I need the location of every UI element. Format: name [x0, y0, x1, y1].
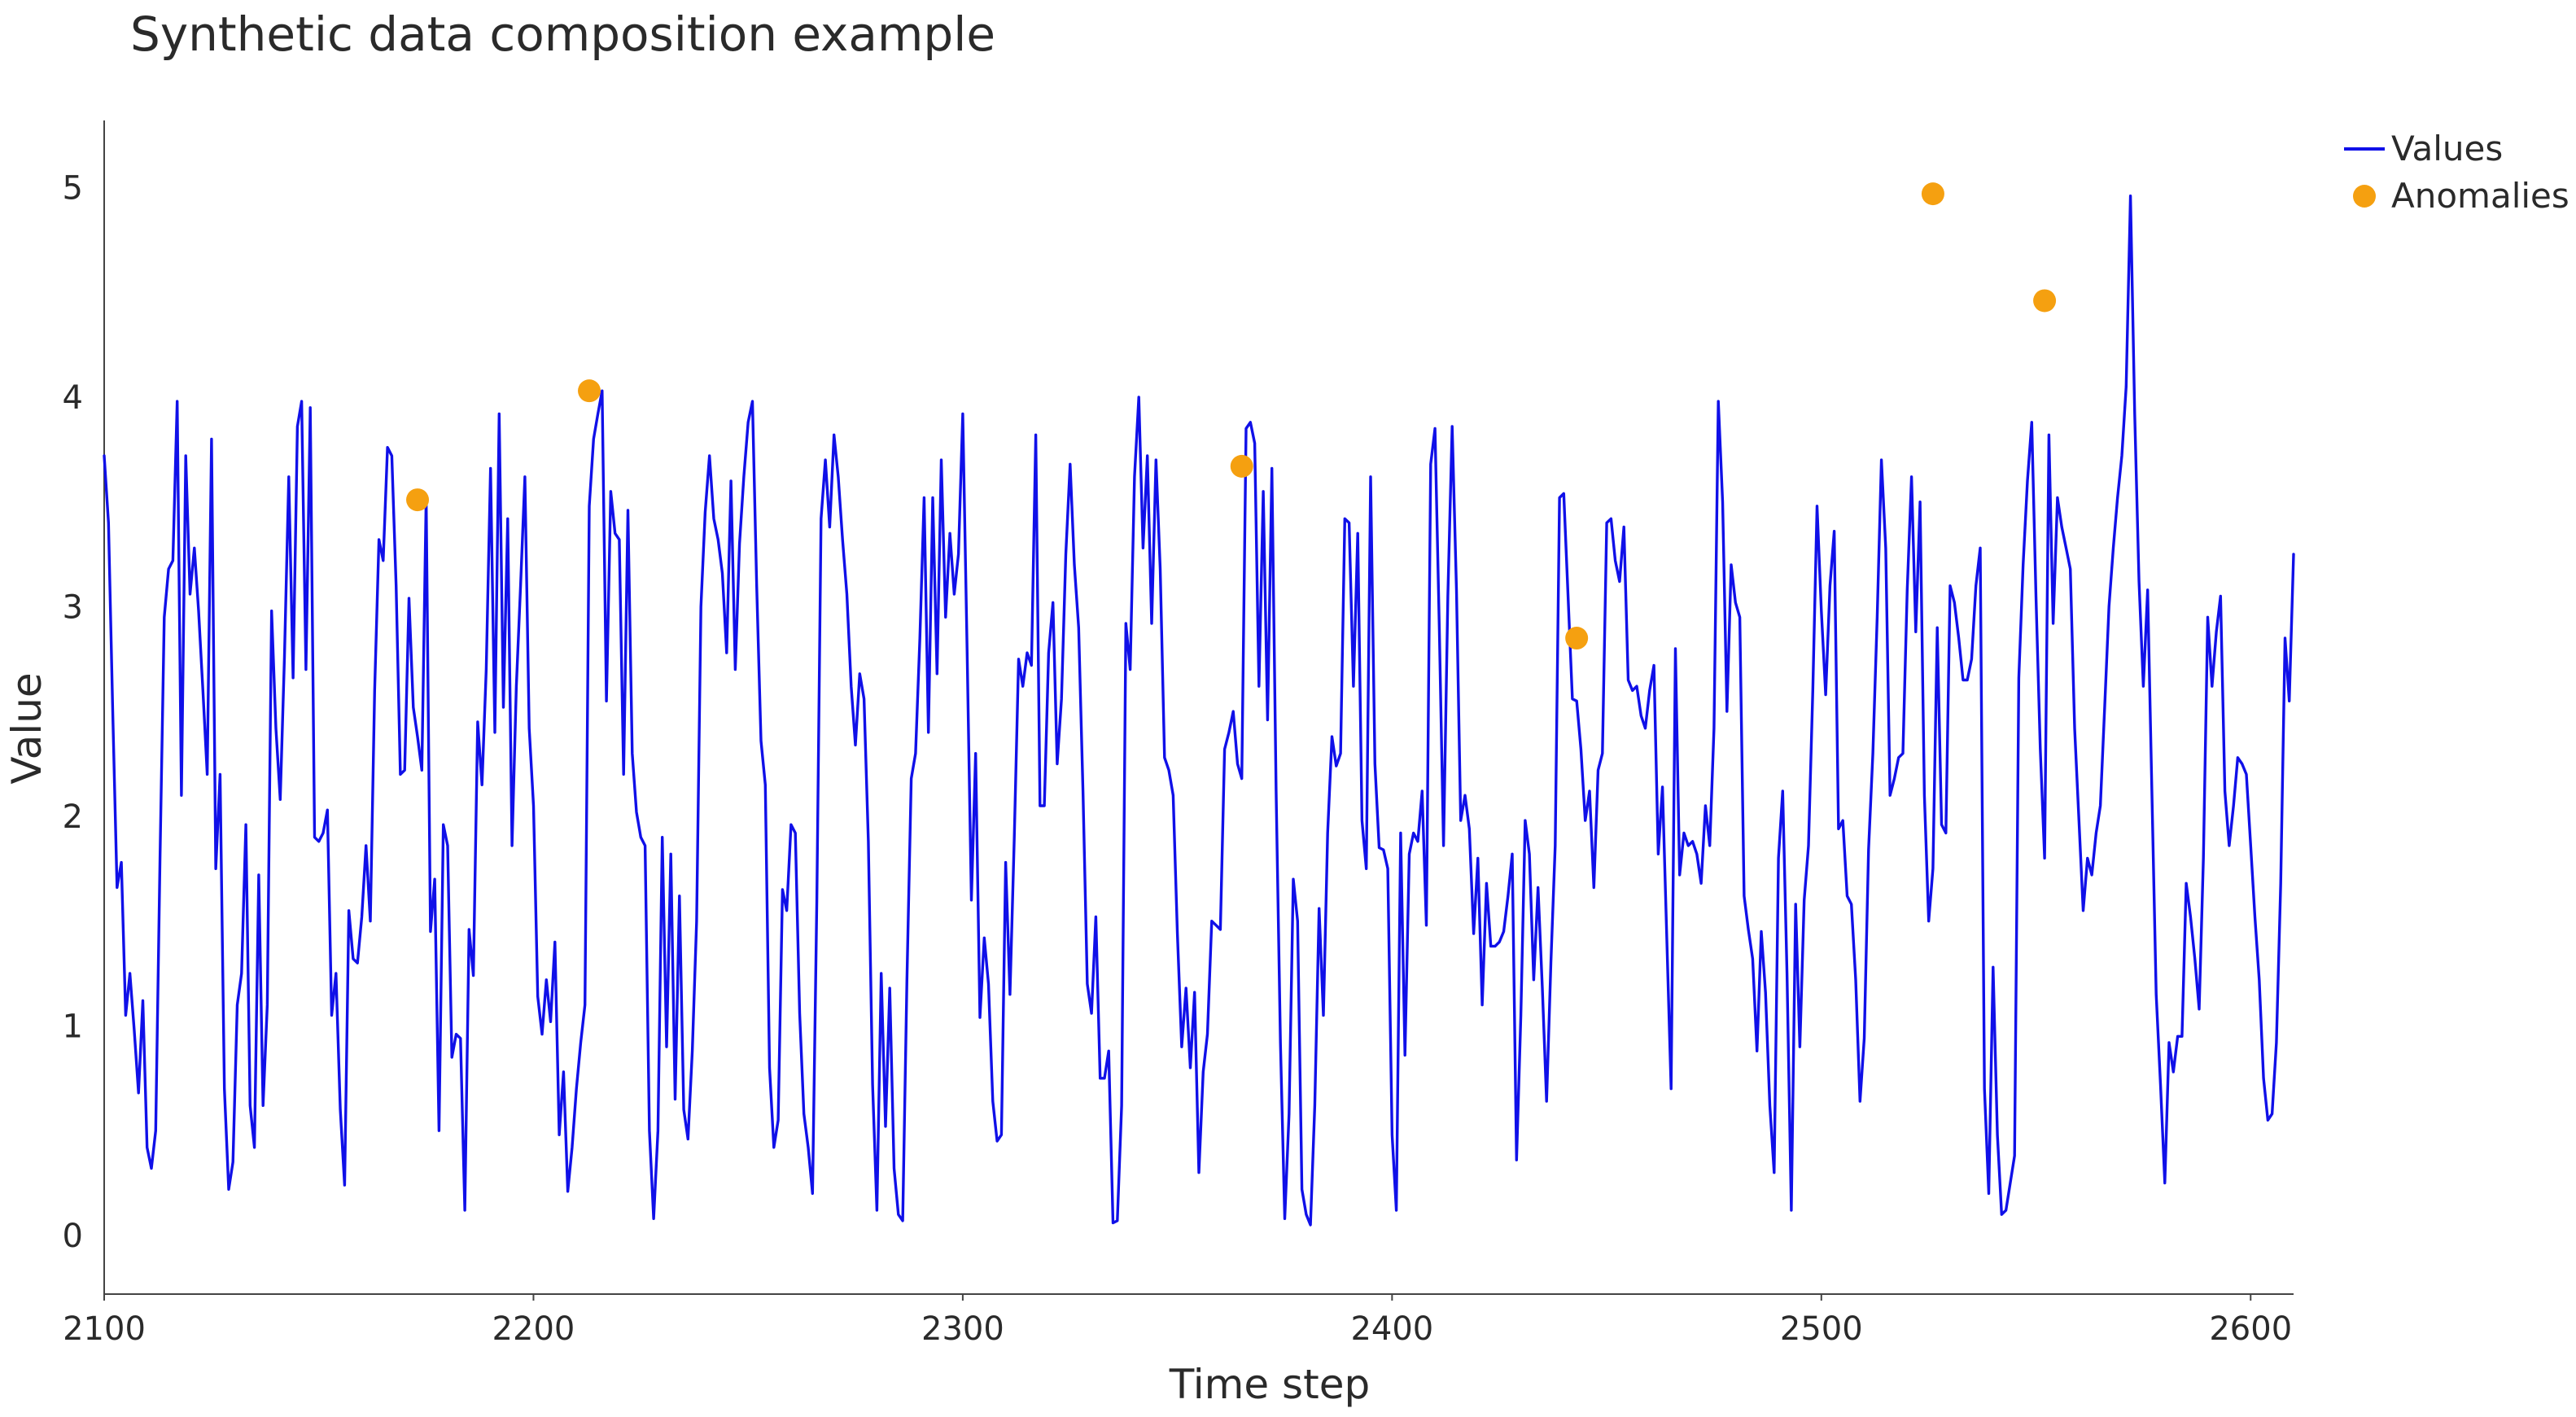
anomaly-markers: [406, 182, 2057, 650]
x-tick-label: 2300: [921, 1310, 1004, 1348]
anomaly-point: [1230, 454, 1253, 478]
x-tick-label: 2400: [1350, 1310, 1433, 1348]
anomaly-point: [406, 488, 430, 512]
legend-values-label: Values: [2391, 129, 2503, 168]
x-axis-title: Time step: [1169, 1361, 1370, 1408]
anomaly-point: [2033, 289, 2057, 313]
legend-anomalies-label: Anomalies: [2391, 176, 2569, 216]
y-tick-label: 0: [63, 1218, 83, 1255]
legend-anomalies-swatch: [2353, 185, 2376, 208]
y-tick-label: 3: [63, 588, 83, 626]
x-tick-label: 2500: [1780, 1310, 1863, 1348]
values-series-line: [103, 195, 2295, 1227]
y-axis-title: Value: [3, 672, 50, 784]
anomaly-point: [1565, 627, 1589, 650]
y-tick-label: 1: [63, 1008, 83, 1045]
y-tick-label: 5: [63, 169, 83, 207]
plot-area: 2100 2200 2300 2400 2500 2600 0 1 2 3 4 5: [63, 120, 2295, 1348]
y-tick-label: 4: [63, 379, 83, 417]
x-tick-label: 2200: [492, 1310, 575, 1348]
anomaly-point: [578, 379, 601, 403]
chart-title: Synthetic data composition example: [130, 7, 995, 62]
y-tick-label: 2: [63, 798, 83, 836]
legend[interactable]: Values Anomalies: [2344, 129, 2569, 216]
x-tick-label: 2100: [63, 1310, 146, 1348]
anomaly-point: [1921, 182, 1944, 206]
x-axis-ticks: 2100 2200 2300 2400 2500 2600: [63, 1294, 2292, 1348]
y-axis-ticks: 0 1 2 3 4 5: [63, 169, 83, 1255]
x-tick-label: 2600: [2209, 1310, 2292, 1348]
